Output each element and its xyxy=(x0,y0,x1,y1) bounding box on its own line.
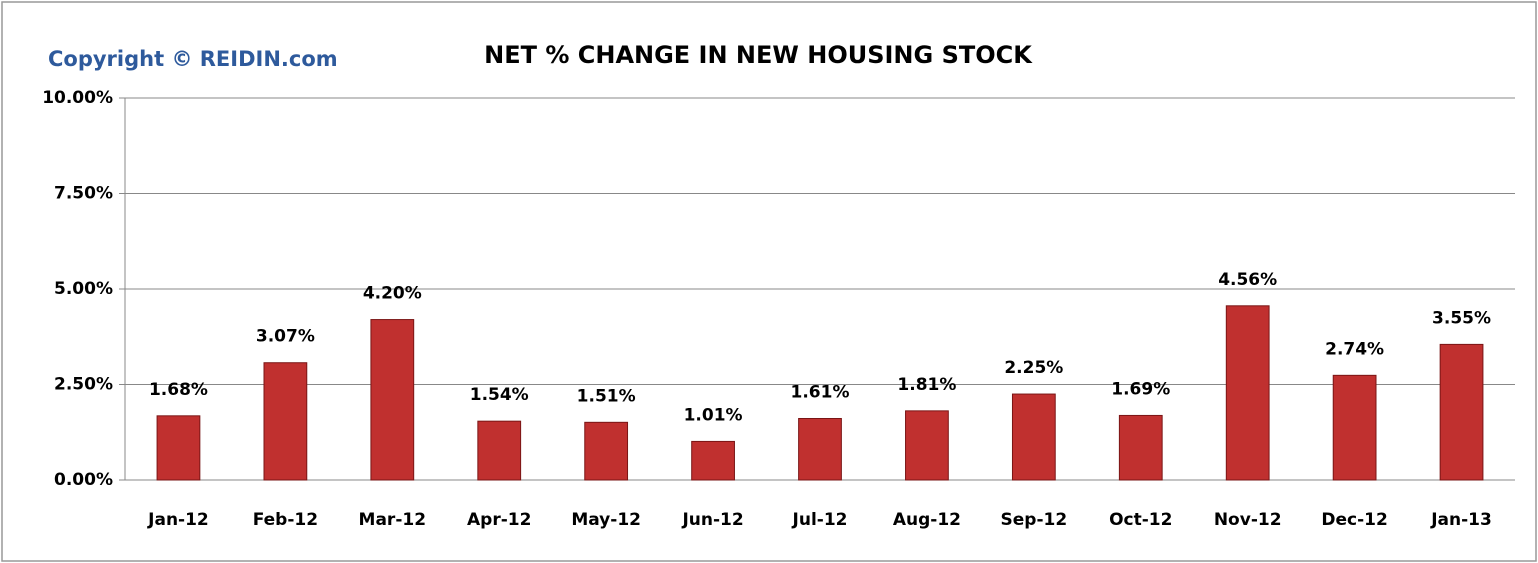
x-tick-label: May-12 xyxy=(571,510,641,530)
bar xyxy=(370,319,415,481)
x-tick-label: Jul-12 xyxy=(792,510,848,530)
value-label: 1.68% xyxy=(149,380,208,400)
y-tick-label: 5.00% xyxy=(54,279,113,299)
y-tick-label: 2.50% xyxy=(54,375,113,395)
value-label: 1.61% xyxy=(791,382,850,402)
x-tick-label: Nov-12 xyxy=(1214,510,1282,530)
y-tick-label: 0.00% xyxy=(54,470,113,490)
value-label: 1.81% xyxy=(897,375,956,395)
bar xyxy=(263,362,308,481)
copyright: Copyright © REIDIN.com xyxy=(48,47,338,71)
x-tick-label: Jan-12 xyxy=(147,510,209,530)
bar xyxy=(1439,343,1484,481)
value-label: 3.55% xyxy=(1432,308,1491,328)
bar xyxy=(1118,414,1163,481)
bar xyxy=(1011,393,1056,481)
value-label: 2.74% xyxy=(1325,339,1384,359)
x-tick-label: Aug-12 xyxy=(893,510,961,530)
x-tick-label: Apr-12 xyxy=(467,510,531,530)
x-tick-label: Feb-12 xyxy=(253,510,318,530)
chart-title: NET % CHANGE IN NEW HOUSING STOCK xyxy=(484,41,1033,69)
value-label: 3.07% xyxy=(256,327,315,347)
x-tick-label: Jun-12 xyxy=(681,510,743,530)
x-tick-label: Dec-12 xyxy=(1321,510,1387,530)
x-tick-label: Sep-12 xyxy=(1001,510,1068,530)
x-tick-label: Mar-12 xyxy=(359,510,427,530)
value-label: 1.54% xyxy=(470,385,529,405)
bar xyxy=(156,415,201,481)
value-label: 1.01% xyxy=(684,405,743,425)
y-tick-label: 7.50% xyxy=(54,184,113,204)
y-tick-label: 10.00% xyxy=(42,88,113,108)
x-tick-label: Jan-13 xyxy=(1430,510,1492,530)
bar xyxy=(1332,374,1377,481)
value-label: 1.51% xyxy=(577,386,636,406)
bar xyxy=(691,440,735,481)
value-label: 4.20% xyxy=(363,284,422,304)
bar xyxy=(477,420,522,481)
value-label: 1.69% xyxy=(1111,379,1170,399)
bar xyxy=(1225,305,1270,481)
bar xyxy=(905,410,949,481)
value-label: 2.25% xyxy=(1004,358,1063,378)
value-label: 4.56% xyxy=(1218,270,1277,290)
x-tick-label: Oct-12 xyxy=(1109,510,1172,530)
bar xyxy=(798,417,842,481)
bar xyxy=(584,421,629,481)
